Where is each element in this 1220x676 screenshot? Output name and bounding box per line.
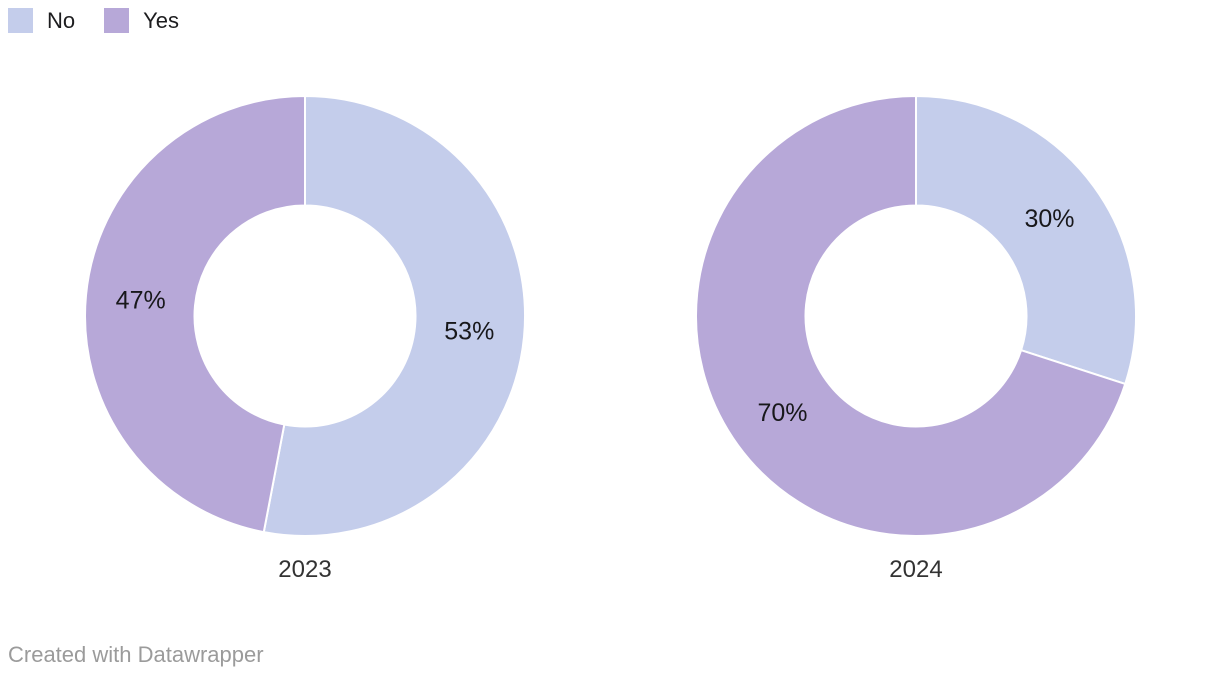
- slice-value-label-yes-2023: 47%: [116, 287, 166, 315]
- datawrapper-credit[interactable]: Created with Datawrapper: [8, 642, 264, 667]
- slice-value-label-yes-2024: 70%: [757, 399, 807, 427]
- legend-item-yes: Yes: [104, 8, 179, 33]
- pie-slice-no-2023[interactable]: [262, 95, 526, 537]
- slice-value-label-no-2023: 53%: [444, 318, 494, 346]
- pie-slice-yes-2024[interactable]: [695, 95, 1127, 537]
- legend-swatch-yes: [104, 8, 130, 33]
- donut-chart-2023: 53% 47% 2023: [84, 95, 526, 583]
- legend: No Yes: [8, 8, 179, 33]
- pie-slice-no-2024[interactable]: [915, 95, 1137, 385]
- legend-label-yes: Yes: [143, 8, 180, 33]
- pie-slice-yes-2023[interactable]: [84, 95, 306, 534]
- slice-value-label-no-2024: 30%: [1024, 205, 1074, 233]
- year-label-2023: 2023: [278, 556, 332, 583]
- donut-svg-2023: 53% 47%: [84, 95, 526, 537]
- legend-swatch-no: [8, 8, 33, 33]
- donut-chart-2024: 30% 70% 2024: [695, 95, 1137, 583]
- year-label-2024: 2024: [889, 556, 943, 583]
- legend-item-no: No: [8, 8, 75, 33]
- donut-svg-2024: 30% 70%: [695, 95, 1137, 537]
- legend-label-no: No: [47, 8, 76, 33]
